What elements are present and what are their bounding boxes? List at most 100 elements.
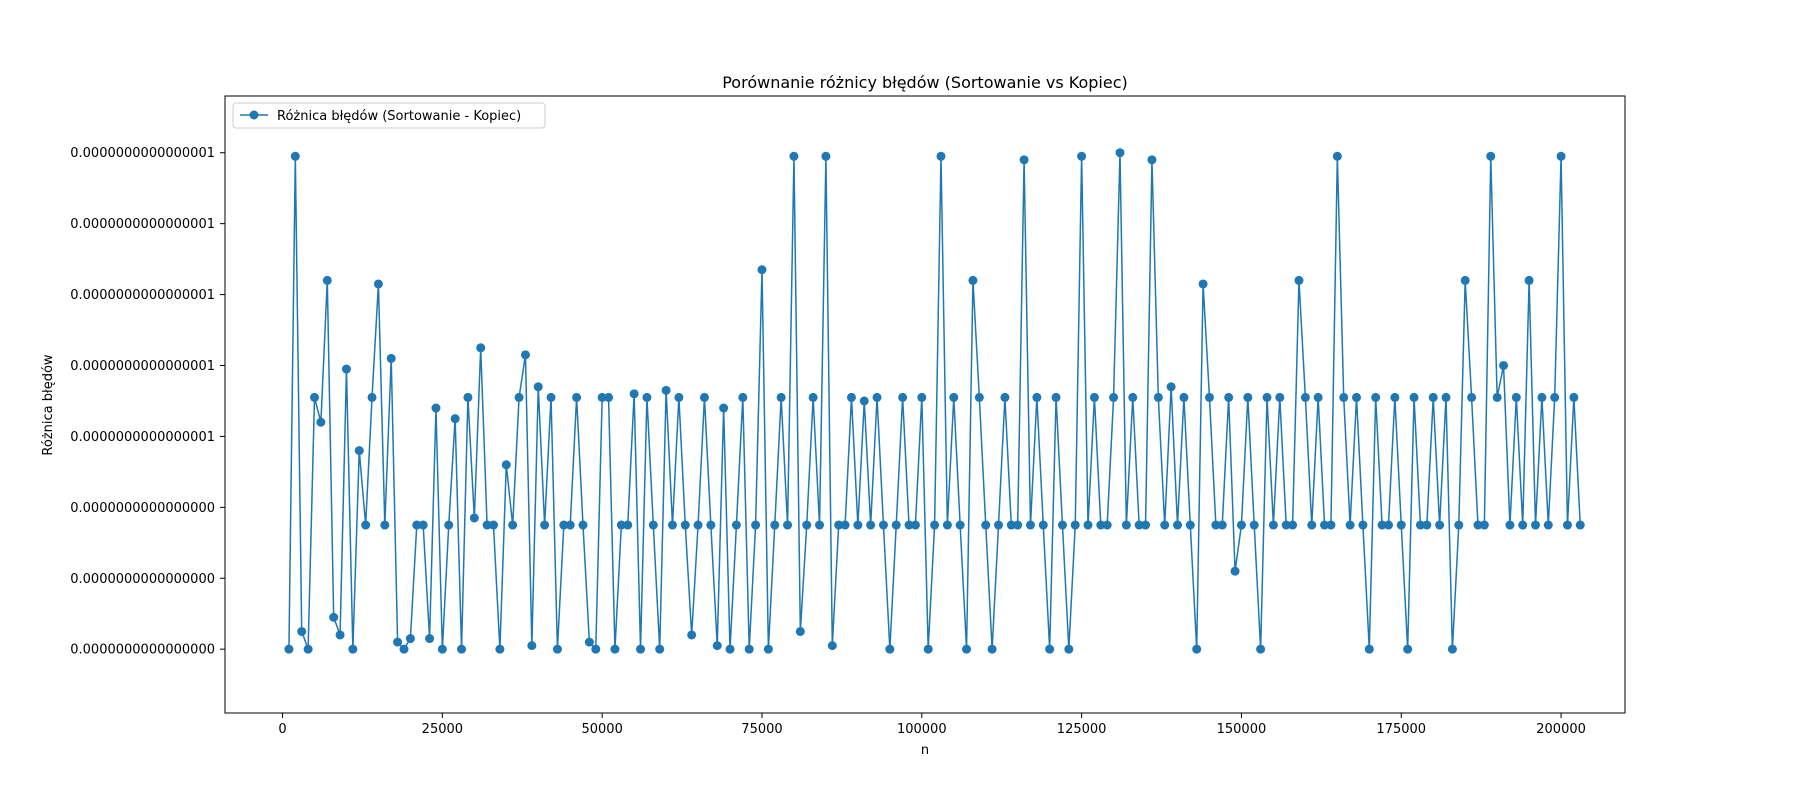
data-point xyxy=(1025,520,1035,530)
data-point xyxy=(482,520,492,530)
legend-marker-swatch xyxy=(249,110,259,120)
data-point xyxy=(1249,520,1259,530)
data-point xyxy=(1057,520,1067,530)
data-point xyxy=(303,644,313,654)
data-point xyxy=(1415,520,1425,530)
data-point xyxy=(1019,155,1029,165)
x-tick-label: 125000 xyxy=(1057,722,1107,737)
data-point xyxy=(1511,392,1521,402)
data-point xyxy=(520,350,530,360)
data-point xyxy=(335,630,345,640)
data-point xyxy=(1403,644,1413,654)
data-point xyxy=(341,364,351,374)
data-point xyxy=(578,520,588,530)
data-point xyxy=(693,520,703,530)
data-point xyxy=(297,626,307,636)
data-point xyxy=(1153,392,1163,402)
data-point xyxy=(597,392,607,402)
data-point xyxy=(1447,644,1457,654)
data-point xyxy=(783,520,793,530)
data-point xyxy=(866,520,876,530)
data-point xyxy=(527,641,537,651)
data-point xyxy=(1217,520,1227,530)
data-point xyxy=(1102,520,1112,530)
data-point xyxy=(1550,392,1560,402)
data-point xyxy=(1345,520,1355,530)
x-tick-label: 25000 xyxy=(422,722,463,737)
data-point xyxy=(981,520,991,530)
data-point xyxy=(1096,520,1106,530)
data-point xyxy=(636,644,646,654)
data-point xyxy=(1537,392,1547,402)
data-point xyxy=(1524,275,1534,285)
data-point xyxy=(1179,392,1189,402)
data-point xyxy=(719,403,729,413)
data-point xyxy=(623,520,633,530)
y-tick-label: 0.0000000000000001 xyxy=(70,217,215,232)
data-point xyxy=(757,265,767,275)
data-point xyxy=(1531,520,1540,530)
data-point xyxy=(917,392,927,402)
data-point xyxy=(584,637,594,647)
data-point xyxy=(680,520,690,530)
data-point xyxy=(450,414,460,424)
data-point xyxy=(1281,520,1291,530)
data-point xyxy=(444,520,454,530)
x-tick-label: 75000 xyxy=(741,722,782,737)
data-point xyxy=(1128,392,1138,402)
data-point xyxy=(1352,392,1362,402)
data-point xyxy=(706,520,716,530)
data-point xyxy=(1383,520,1393,530)
data-point xyxy=(412,520,422,530)
data-point xyxy=(955,520,965,530)
data-point xyxy=(1185,520,1195,530)
y-tick-label: 0.0000000000000001 xyxy=(70,359,215,374)
data-point xyxy=(1313,392,1323,402)
data-point xyxy=(386,353,396,363)
x-tick-label: 0 xyxy=(278,722,286,737)
data-point xyxy=(1160,520,1170,530)
data-point xyxy=(1492,392,1502,402)
data-layer xyxy=(284,148,1585,654)
data-point xyxy=(1070,520,1080,530)
data-point xyxy=(802,520,812,530)
x-axis-label: n xyxy=(921,743,929,758)
data-point xyxy=(591,644,601,654)
data-point xyxy=(1204,392,1214,402)
data-point xyxy=(712,641,722,651)
data-point xyxy=(898,392,908,402)
data-point xyxy=(1364,644,1374,654)
data-point xyxy=(1307,520,1317,530)
data-point xyxy=(878,520,888,530)
data-point xyxy=(1460,275,1470,285)
data-point xyxy=(738,392,748,402)
data-point xyxy=(1390,392,1400,402)
data-point xyxy=(994,520,1004,530)
data-point xyxy=(488,520,498,530)
data-point xyxy=(1428,392,1438,402)
data-point xyxy=(1173,520,1183,530)
data-point xyxy=(329,612,339,622)
data-point xyxy=(1326,520,1336,530)
data-point xyxy=(1441,392,1451,402)
data-point xyxy=(1045,644,1055,654)
x-tick-label: 200000 xyxy=(1536,722,1586,737)
data-point xyxy=(770,520,780,530)
data-point xyxy=(815,520,825,530)
data-point xyxy=(552,644,562,654)
data-point xyxy=(540,520,550,530)
data-point xyxy=(687,630,697,640)
data-point xyxy=(1000,392,1010,402)
data-point xyxy=(393,637,403,647)
data-point xyxy=(405,634,415,644)
data-point xyxy=(310,392,319,402)
data-point xyxy=(1032,392,1042,402)
data-point xyxy=(795,626,805,636)
data-point xyxy=(968,275,978,285)
data-point xyxy=(380,520,390,530)
data-point xyxy=(1499,360,1509,370)
data-point xyxy=(476,343,486,353)
data-point xyxy=(1064,644,1074,654)
data-point xyxy=(1256,644,1266,654)
data-point xyxy=(642,392,652,402)
